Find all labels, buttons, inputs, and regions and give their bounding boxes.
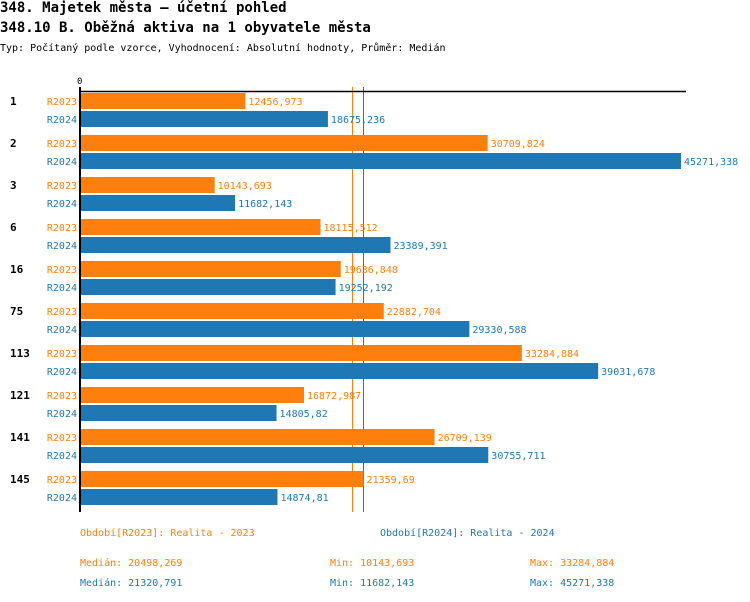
series-label: R2023 (47, 475, 77, 486)
r2023-min: Min: 10143,693 (330, 558, 415, 569)
bar-r2024 (80, 195, 236, 211)
series-label: R2023 (47, 433, 77, 444)
value-label: 26709,139 (438, 433, 492, 444)
bar-r2023 (80, 135, 488, 151)
r2024-max: Max: 45271,338 (530, 578, 615, 589)
value-label: 33284,884 (525, 349, 579, 360)
value-label: 12456,973 (248, 97, 302, 108)
series-label: R2023 (47, 307, 77, 318)
value-label: 14874,81 (280, 493, 328, 504)
category-label: 3 (10, 179, 17, 192)
series-label: R2024 (47, 241, 77, 252)
r2024-min: Min: 11682,143 (330, 578, 415, 589)
bar-r2023 (80, 303, 384, 319)
series-label: R2024 (47, 199, 77, 210)
bar-r2024 (80, 237, 391, 253)
bar-r2023 (80, 219, 321, 235)
value-label: 16872,987 (307, 391, 361, 402)
value-label: 10143,693 (218, 181, 272, 192)
value-label: 30709,824 (491, 139, 545, 150)
series-label: R2024 (47, 493, 77, 504)
bar-r2023 (80, 387, 304, 403)
series-label: R2024 (47, 115, 77, 126)
category-label: 141 (10, 431, 30, 444)
category-label: 1 (10, 95, 17, 108)
value-label: 30755,711 (491, 451, 545, 462)
r2023-max: Max: 33284,884 (530, 558, 615, 569)
axis-zero-label: 0 (77, 77, 82, 87)
category-label: 6 (10, 221, 17, 234)
bar-r2023 (80, 93, 246, 109)
bar-r2023 (80, 345, 522, 361)
value-label: 45271,338 (684, 157, 738, 168)
series-label: R2024 (47, 325, 77, 336)
bar-r2023 (80, 429, 435, 445)
series-label: R2023 (47, 349, 77, 360)
bar-r2024 (80, 489, 278, 505)
value-label: 23389,391 (394, 241, 448, 252)
bar-r2024 (80, 447, 489, 463)
legend-r2024: Období[R2024]: Realita - 2024 (380, 528, 555, 539)
value-label: 14805,82 (280, 409, 328, 420)
bar-r2023 (80, 261, 341, 277)
series-label: R2023 (47, 391, 77, 402)
value-label: 18115,512 (323, 223, 377, 234)
series-label: R2024 (47, 283, 77, 294)
bar-r2024 (80, 321, 470, 337)
series-label: R2024 (47, 367, 77, 378)
series-label: R2023 (47, 265, 77, 276)
category-label: 145 (10, 473, 30, 486)
value-label: 29330,588 (472, 325, 526, 336)
bar-r2024 (80, 153, 681, 169)
series-label: R2024 (47, 409, 77, 420)
bar-r2024 (80, 279, 336, 295)
category-label: 2 (10, 137, 17, 150)
chart-subtitle: 348.10 B. Oběžná aktiva na 1 obyvatele m… (0, 20, 371, 36)
value-label: 39031,678 (601, 367, 655, 378)
value-label: 19636,848 (344, 265, 398, 276)
value-label: 18675,236 (331, 115, 385, 126)
value-label: 11682,143 (238, 199, 292, 210)
series-label: R2023 (47, 97, 77, 108)
bar-r2024 (80, 111, 328, 127)
series-label: R2024 (47, 451, 77, 462)
legend-r2023: Období[R2023]: Realita - 2023 (80, 528, 255, 539)
r2024-median: Medián: 21320,791 (80, 578, 183, 589)
series-label: R2023 (47, 139, 77, 150)
chart-info: Typ: Počítaný podle vzorce, Vyhodnocení:… (0, 43, 446, 54)
category-label: 75 (10, 305, 23, 318)
value-label: 22882,704 (387, 307, 441, 318)
series-label: R2023 (47, 223, 77, 234)
r2023-median: Medián: 20498,269 (80, 558, 183, 569)
category-label: 121 (10, 389, 30, 402)
bar-r2023 (80, 177, 215, 193)
bar-r2024 (80, 405, 277, 421)
series-label: R2024 (47, 157, 77, 168)
page-title: 348. Majetek města – účetní pohled (0, 0, 287, 16)
value-label: 21359,69 (367, 475, 415, 486)
value-label: 19252,192 (339, 283, 393, 294)
bar-r2023 (80, 471, 364, 487)
bar-r2024 (80, 363, 599, 379)
category-label: 16 (10, 263, 24, 276)
series-label: R2023 (47, 181, 77, 192)
category-label: 113 (10, 347, 30, 360)
